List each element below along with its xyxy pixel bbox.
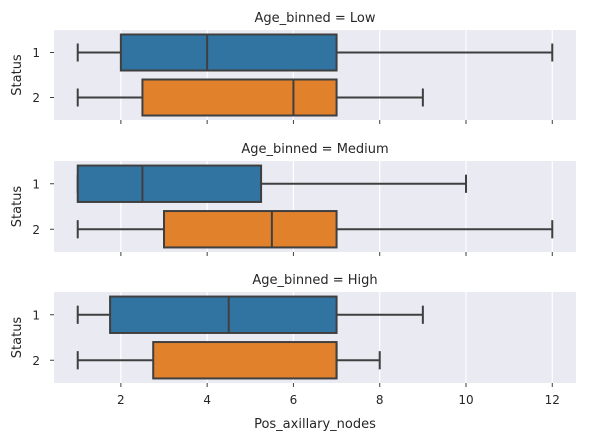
- panel-2: Age_binned = Medium Status 1 2: [10, 142, 576, 256]
- y-axis-label: Status: [10, 317, 25, 359]
- x-tick-label: 10: [458, 393, 473, 407]
- x-tick-label: 4: [203, 393, 211, 407]
- panel-title: Age_binned = Low: [255, 11, 376, 26]
- y-tick-label: 1: [32, 177, 40, 191]
- box-1: [119, 33, 338, 72]
- y-tick-label: 2: [32, 223, 40, 237]
- y-tick-label: 1: [32, 308, 40, 322]
- y-axis-label: Status: [10, 186, 25, 228]
- box-1: [76, 164, 263, 203]
- panel-title: Age_binned = High: [252, 273, 377, 288]
- x-tick-label: 2: [117, 393, 125, 407]
- box-2: [163, 210, 338, 249]
- panel-title: Age_binned = Medium: [241, 142, 388, 157]
- y-tick-label: 2: [32, 91, 40, 105]
- box-2: [152, 341, 338, 380]
- x-tick-label: 6: [290, 393, 298, 407]
- x-axis-label: Pos_axillary_nodes: [254, 417, 376, 432]
- box-2: [141, 78, 338, 117]
- y-tick-label: 2: [32, 354, 40, 368]
- x-tick-label: 8: [376, 393, 384, 407]
- y-tick-label: 1: [32, 46, 40, 60]
- x-tick-label: 12: [545, 393, 560, 407]
- box-1: [109, 295, 338, 334]
- y-axis-label: Status: [10, 54, 25, 96]
- panel-1: Age_binned = Low Status 1 2: [10, 11, 576, 124]
